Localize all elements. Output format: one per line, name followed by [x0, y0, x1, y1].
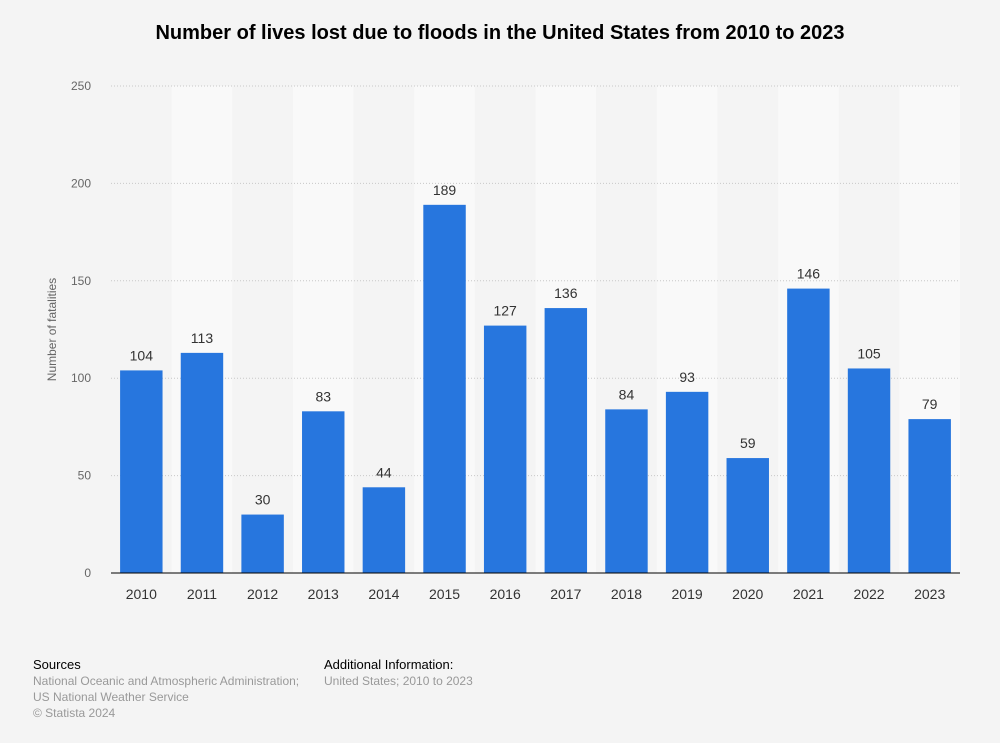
bar[interactable] — [483, 325, 527, 573]
data-label: 59 — [740, 435, 756, 451]
bar[interactable] — [544, 308, 588, 573]
bar-chart: 0 50 100 150 200 250 104 113 30 83 44 189 127 136 84 9… — [45, 79, 960, 602]
bar[interactable] — [423, 204, 466, 573]
additional-info-line: United States; 2010 to 2023 — [324, 674, 473, 688]
data-label: 189 — [433, 182, 457, 198]
x-tick-label: 2023 — [914, 586, 945, 602]
additional-info-block: Additional Information: United States; 2… — [324, 657, 473, 689]
additional-info-heading: Additional Information: — [324, 657, 454, 672]
data-label: 30 — [255, 492, 271, 508]
x-tick-label: 2014 — [368, 586, 399, 602]
sources-block: Sources National Oceanic and Atmospheric… — [33, 657, 299, 721]
data-label: 146 — [797, 266, 821, 282]
x-tick-label: 2019 — [672, 586, 703, 602]
bar[interactable] — [362, 487, 406, 573]
y-tick-label: 50 — [78, 469, 92, 483]
bar[interactable] — [847, 368, 891, 573]
x-tick-label: 2012 — [247, 586, 278, 602]
bar[interactable] — [605, 409, 648, 573]
y-axis-title: Number of fatalities — [45, 278, 59, 381]
data-label: 84 — [619, 386, 635, 402]
x-tick-label: 2010 — [126, 586, 157, 602]
x-tick-label: 2022 — [853, 586, 884, 602]
data-label: 44 — [376, 464, 392, 480]
bar[interactable] — [908, 419, 951, 573]
x-tick-label: 2017 — [550, 586, 581, 602]
x-tick-label: 2015 — [429, 586, 460, 602]
y-axis-ticks: 0 50 100 150 200 250 — [71, 79, 91, 580]
sources-line[interactable]: National Oceanic and Atmospheric Adminis… — [33, 674, 300, 688]
y-tick-label: 200 — [71, 176, 91, 190]
x-axis-labels: 2010 2011 2012 2013 2014 2015 2016 2017 2018 2019… — [126, 586, 946, 602]
x-tick-label: 2011 — [187, 586, 217, 602]
data-label: 83 — [315, 388, 331, 404]
y-tick-label: 100 — [71, 371, 91, 385]
bar[interactable] — [302, 411, 345, 573]
x-tick-label: 2013 — [308, 586, 339, 602]
y-tick-label: 250 — [71, 79, 91, 93]
data-label: 93 — [679, 369, 695, 385]
x-tick-label: 2016 — [490, 586, 521, 602]
x-tick-label: 2020 — [732, 586, 763, 602]
bar[interactable] — [726, 458, 769, 573]
bar[interactable] — [241, 514, 284, 573]
sources-heading: Sources — [33, 657, 81, 672]
y-tick-label: 150 — [71, 274, 91, 288]
bar[interactable] — [665, 391, 709, 573]
bar[interactable] — [180, 352, 224, 573]
bar[interactable] — [120, 370, 163, 573]
data-labels: 104 113 30 83 44 189 127 136 84 93 59 146 105 79 — [130, 182, 938, 508]
bars — [120, 204, 951, 573]
chart-title: Number of lives lost due to floods in th… — [155, 22, 845, 44]
copyright[interactable]: © Statista 2024 — [33, 706, 116, 720]
x-tick-label: 2021 — [793, 586, 824, 602]
data-label: 104 — [130, 347, 154, 363]
sources-line[interactable]: US National Weather Service — [33, 690, 189, 704]
data-label: 136 — [554, 285, 578, 301]
y-tick-label: 0 — [84, 566, 91, 580]
data-label: 127 — [493, 303, 517, 319]
x-tick-label: 2018 — [611, 586, 642, 602]
bar[interactable] — [787, 288, 830, 573]
data-label: 105 — [857, 345, 881, 361]
gridlines — [111, 85, 960, 477]
data-label: 79 — [922, 396, 938, 412]
data-label: 113 — [191, 330, 214, 346]
